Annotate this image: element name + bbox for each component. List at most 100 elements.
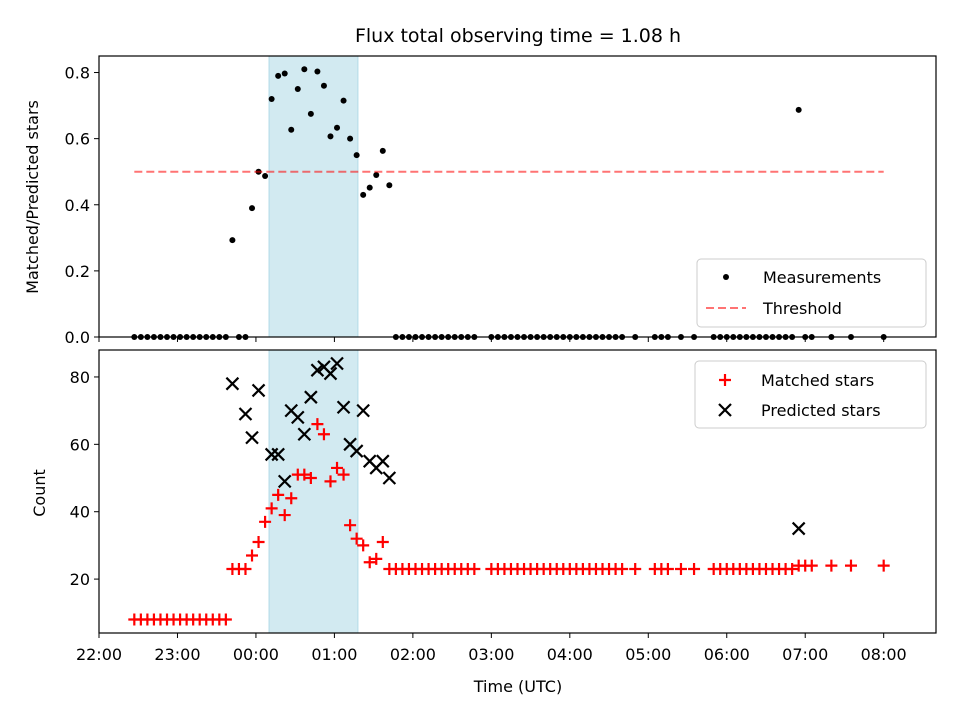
- predicted-star-point: [382, 471, 397, 485]
- bottom-y-tick-label: 20: [70, 570, 90, 589]
- x-tick-label: 08:00: [861, 645, 907, 664]
- predicted-star-point: [271, 447, 285, 462]
- predicted-star-point: [336, 400, 351, 415]
- matched-star-point: [278, 509, 291, 522]
- matched-star-point: [363, 556, 376, 569]
- top-y-tick-label: 0.2: [65, 262, 90, 281]
- top-legend: [696, 258, 927, 328]
- bottom-legend: [694, 360, 927, 429]
- measurement-point: [294, 86, 301, 93]
- x-tick-label: 02:00: [390, 645, 436, 664]
- predicted-star-point: [323, 366, 338, 381]
- predicted-star-point: [304, 390, 318, 404]
- x-tick-label: 07:00: [782, 645, 828, 664]
- matched-star-point: [825, 559, 838, 572]
- predicted-star-point: [356, 403, 370, 418]
- x-tick-label: 22:00: [76, 645, 122, 664]
- measurement-point: [373, 172, 380, 179]
- matched-star-point: [674, 562, 687, 575]
- x-tick-label: 01:00: [311, 645, 357, 664]
- x-tick-label: 00:00: [233, 645, 279, 664]
- measurement-point: [314, 68, 321, 75]
- predicted-star-point: [277, 474, 292, 489]
- matched-star-point: [298, 468, 311, 481]
- matched-star-point: [616, 562, 629, 575]
- measurement-point: [301, 66, 308, 73]
- matched-star-point: [285, 492, 298, 505]
- chart-title: Flux total observing time = 1.08 h: [355, 25, 681, 47]
- measurement-point: [288, 126, 295, 133]
- matched-star-point: [252, 536, 265, 549]
- measurement-point: [353, 152, 360, 159]
- measurement-point: [379, 147, 386, 154]
- matched-star-point: [805, 559, 818, 572]
- bottom-y-tick-label: 40: [70, 503, 90, 522]
- bottom-y-tick-label: 60: [70, 435, 90, 454]
- x-tick-label: 23:00: [154, 645, 200, 664]
- predicted-star-point: [376, 454, 390, 468]
- measurement-point: [386, 182, 393, 189]
- legend-measurements-label: Measurements: [763, 268, 881, 287]
- measurement-point: [334, 124, 341, 131]
- predicted-star-point: [291, 410, 305, 425]
- measurement-point: [268, 95, 275, 102]
- matched-star-point: [239, 562, 252, 575]
- bottom-observing-span: [268, 349, 359, 634]
- legend-threshold-label: Threshold: [762, 299, 842, 318]
- matched-star-point: [219, 613, 232, 626]
- matched-star-point: [304, 472, 317, 485]
- matched-star-point: [265, 502, 278, 515]
- top-subplot: 0.0 0.2 0.4 0.6 0.8 Measurements Threshold: [65, 55, 937, 347]
- measurement-point: [275, 72, 282, 79]
- legend-matched-label: Matched stars: [761, 371, 874, 390]
- matched-star-point: [376, 536, 389, 549]
- measurement-point: [262, 173, 269, 180]
- legend-measurements-marker: [723, 274, 729, 280]
- top-y-tick-label: 0.4: [65, 196, 90, 215]
- bottom-subplot: 20 40 60 80 22:00 23:00 00:00 01:00 02:00 03:00 04…: [70, 349, 937, 664]
- predicted-star-point: [297, 427, 312, 442]
- matched-star-point: [370, 552, 383, 565]
- legend-predicted-label: Predicted stars: [761, 401, 881, 420]
- matched-star-point: [844, 559, 857, 572]
- measurement-point: [229, 237, 236, 244]
- measurement-point: [366, 184, 373, 191]
- measurement-point: [307, 110, 314, 117]
- measurement-point: [281, 70, 288, 77]
- measurement-point: [360, 191, 367, 198]
- matched-star-point: [317, 428, 330, 441]
- bottom-y-axis-label: Count: [30, 469, 49, 517]
- predicted-star-point: [330, 356, 344, 371]
- x-axis-label: Time (UTC): [473, 677, 562, 696]
- measurement-point: [340, 97, 347, 104]
- x-tick-label: 06:00: [704, 645, 750, 664]
- matched-star-point: [468, 562, 481, 575]
- x-tick-label: 04:00: [547, 645, 593, 664]
- matched-star-point: [331, 461, 344, 474]
- predicted-star-point: [245, 430, 259, 445]
- legend-predicted-marker: [718, 403, 732, 417]
- predicted-star-point: [238, 407, 253, 421]
- matched-star-point: [629, 562, 642, 575]
- matched-star-point: [259, 515, 272, 528]
- matched-star-point: [688, 562, 701, 575]
- x-tick-label: 03:00: [468, 645, 514, 664]
- measurement-point: [347, 135, 354, 142]
- top-y-axis-label: Matched/Predicted stars: [23, 100, 42, 294]
- predicted-star-point: [349, 444, 364, 458]
- matched-star-point: [311, 418, 324, 431]
- bottom-y-tick-label: 80: [70, 368, 90, 387]
- measurement-point: [249, 205, 256, 212]
- predicted-star-point: [225, 376, 240, 391]
- top-y-tick-label: 0.6: [65, 130, 90, 149]
- predicted-star-point: [310, 363, 325, 377]
- matched-star-point: [786, 562, 799, 575]
- predicted-star-point: [791, 521, 806, 536]
- top-y-tick-label: 0.8: [65, 64, 90, 83]
- measurement-point: [320, 82, 327, 89]
- matched-star-point: [272, 488, 285, 501]
- matched-star-point: [877, 559, 890, 572]
- matched-star-point: [246, 549, 259, 562]
- matched-star-point: [357, 539, 370, 552]
